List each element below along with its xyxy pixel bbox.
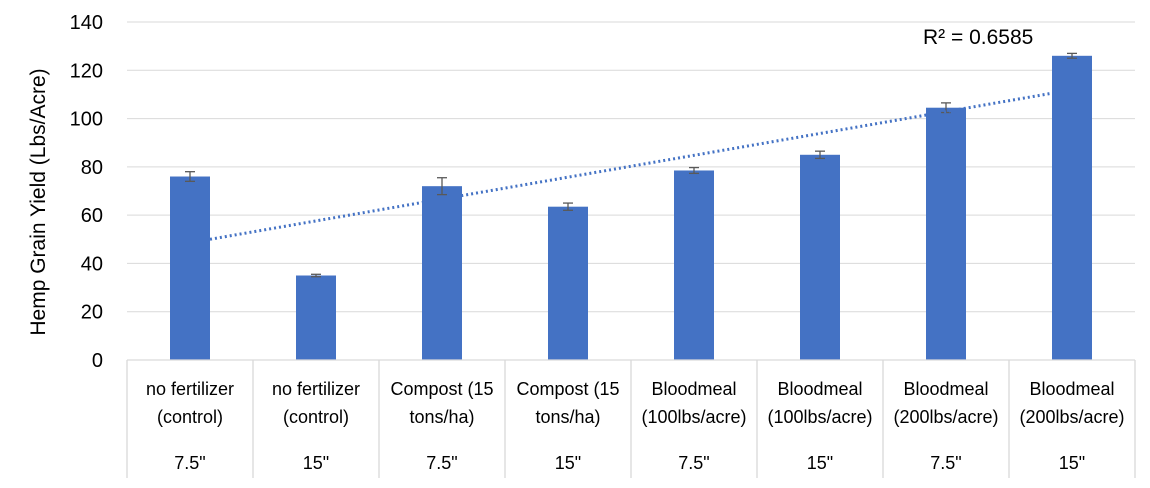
error-bar — [563, 202, 573, 211]
error-bars — [185, 52, 1077, 278]
category-label: Bloodmeal — [777, 379, 862, 399]
category-label: tons/ha) — [535, 407, 600, 427]
category-label: (control) — [283, 407, 349, 427]
error-bar — [689, 166, 699, 175]
bars — [170, 55, 1092, 361]
bar — [296, 275, 336, 360]
gridlines — [127, 21, 1135, 313]
error-bar — [185, 171, 195, 182]
y-tick-label: 140 — [70, 12, 103, 34]
category-spacing-label: 15" — [303, 453, 329, 473]
x-axis — [126, 359, 1136, 478]
y-tick-label: 20 — [81, 302, 103, 324]
y-axis-ticks: 0 20 40 60 80 100 120 140 — [70, 12, 103, 372]
y-tick-label: 0 — [92, 350, 103, 372]
category-label: Bloodmeal — [903, 379, 988, 399]
category-label: no fertilizer — [272, 379, 360, 399]
category-label: (100lbs/acre) — [767, 407, 872, 427]
y-axis-label: Hemp Grain Yield (Lbs/Acre) — [27, 68, 50, 335]
y-tick-label: 80 — [81, 157, 103, 179]
category-label: Compost (15 — [390, 379, 493, 399]
trendline — [209, 91, 1053, 241]
bar — [674, 170, 714, 360]
y-tick-label: 40 — [81, 253, 103, 275]
category-label: (control) — [157, 407, 223, 427]
category-labels: no fertilizer (control) 7.5" no fertilizer (… — [146, 379, 1125, 473]
category-label: Bloodmeal — [651, 379, 736, 399]
category-spacing-label: 7.5" — [930, 453, 961, 473]
category-spacing-label: 15" — [807, 453, 833, 473]
category-label: (100lbs/acre) — [641, 407, 746, 427]
error-bar — [815, 150, 825, 160]
error-bar — [437, 177, 447, 196]
bar — [422, 186, 462, 360]
bar — [170, 176, 210, 360]
bar — [1052, 55, 1092, 361]
category-spacing-label: 7.5" — [678, 453, 709, 473]
y-tick-label: 120 — [70, 60, 103, 82]
bar — [800, 154, 840, 360]
error-bar — [1067, 52, 1077, 59]
bar — [926, 107, 966, 360]
category-label: Compost (15 — [516, 379, 619, 399]
category-spacing-label: 7.5" — [426, 453, 457, 473]
category-spacing-label: 7.5" — [174, 453, 205, 473]
r-squared-label: R² = 0.6585 — [923, 26, 1033, 49]
category-label: (200lbs/acre) — [1019, 407, 1124, 427]
category-spacing-label: 15" — [555, 453, 581, 473]
category-label: tons/ha) — [409, 407, 474, 427]
error-bar — [311, 273, 321, 278]
y-tick-label: 100 — [70, 109, 103, 131]
category-spacing-label: 15" — [1059, 453, 1085, 473]
category-label: (200lbs/acre) — [893, 407, 998, 427]
category-label: no fertilizer — [146, 379, 234, 399]
y-tick-label: 60 — [81, 205, 103, 227]
bar — [548, 206, 588, 360]
category-label: Bloodmeal — [1029, 379, 1114, 399]
